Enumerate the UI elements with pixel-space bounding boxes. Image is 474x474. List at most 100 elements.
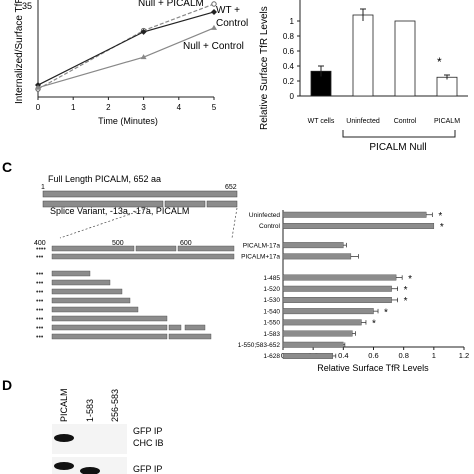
hbar: [282, 308, 374, 315]
lane-label-256-583: 256-583: [110, 389, 120, 422]
series-point: [211, 1, 217, 7]
bar-chart-category-label: Uninfected: [346, 118, 380, 125]
hbar-category-label: 1-628: [263, 353, 280, 360]
hbar-star: *: [384, 307, 388, 318]
panel-d: D PICALM 1-583 256-583 GFP IP CHC IB GFP…: [2, 377, 164, 474]
blot-2-band-2: [80, 467, 100, 474]
blot-2-label: GFP IP: [133, 464, 162, 474]
picalm-null-bracket: [342, 130, 456, 138]
hbar-star: *: [438, 211, 442, 222]
panel-c: C Full Length PICALM, 652 aa 1 652 Splic…: [2, 159, 469, 373]
bar-chart-y-ticks: 1 0.8 0.6 0.4 0.2 0: [283, 17, 300, 101]
zoom-tick-400: 400: [34, 240, 46, 247]
legend-null-control: Null + Control: [183, 41, 244, 52]
bar-chart-bars: [310, 8, 458, 97]
line-chart-x-tick-label: 4: [177, 103, 182, 112]
picalm-null-label: PICALM Null: [369, 142, 426, 153]
line-chart-xlabel: Time (Minutes): [98, 116, 158, 126]
hbar-star: *: [440, 222, 444, 233]
hbar-x-tick-label: 1.2: [459, 351, 469, 360]
line-chart-series: [35, 1, 217, 92]
series-point: [140, 54, 147, 60]
legend-control: Control: [216, 18, 248, 29]
hbar-category-label: 1-550;583-652: [238, 342, 281, 349]
series-point: [35, 84, 41, 90]
bar-chart-star: *: [437, 55, 442, 69]
panel-d-letter: D: [2, 377, 12, 393]
svg-text:•••: •••: [36, 307, 44, 314]
lane-label-1-583: 1-583: [85, 399, 95, 422]
legend-null-picalm: Null + PICALM: [138, 0, 204, 9]
blot-1-band: [54, 434, 74, 442]
svg-text:••••: ••••: [36, 246, 46, 253]
svg-text:•••: •••: [36, 316, 44, 323]
zoom-line-left: [59, 207, 149, 239]
series-point: [140, 28, 147, 35]
hbar: [282, 211, 427, 218]
splice-variant-label: Splice Variant, -13a, -17a, PICALM: [50, 206, 189, 216]
hbar-category-label: Control: [259, 223, 281, 230]
hbar-xlabel: Relative Surface TfR Levels: [317, 363, 429, 373]
series-line-2: [37, 27, 215, 89]
bar-chart-category-label: WT cells: [308, 118, 335, 125]
hbar-x-tick-label: 0.6: [368, 351, 378, 360]
hbar-star: *: [404, 296, 408, 307]
bar-chart-y-tick-label: 0.8: [283, 32, 295, 41]
bar-chart-y-tick-label: 0.4: [283, 62, 295, 71]
hbar-category-label: PICALM+17a: [241, 254, 280, 261]
blot-2-band-1: [54, 462, 74, 470]
bar-chart-y-tick-label: 0.6: [283, 47, 295, 56]
hbar-category-label: PICALM-17a: [243, 242, 281, 249]
hbar-star: *: [372, 319, 376, 330]
hbar: [282, 274, 397, 281]
blot-2: [52, 457, 127, 474]
legend-wt: WT +: [216, 5, 240, 16]
line-chart-x-tick-label: 1: [71, 103, 76, 112]
bar-chart-category-label: Control: [394, 118, 417, 125]
lane-label-picalm: PICALM: [59, 388, 69, 422]
bar-chart-categories: WT cells Uninfected Control PICALM: [308, 118, 461, 125]
bar-chart-category-label: PICALM: [434, 118, 460, 125]
hbar-category-label: 1-520: [263, 286, 280, 293]
hbar: [282, 222, 435, 229]
hbar-category-label: 1-540: [263, 308, 280, 315]
hbar-category-label: Uninfected: [249, 212, 280, 219]
hbar-star: *: [404, 285, 408, 296]
hbar: [282, 297, 392, 303]
zoom-line-right: [231, 207, 238, 239]
hbar-x-tick-label: 0.8: [398, 351, 408, 360]
hbar: [282, 341, 344, 348]
hbar: [282, 319, 362, 326]
full-length-label: Full Length PICALM, 652 aa: [48, 174, 161, 184]
line-chart-x-ticks: 0 1 2 3 4 5: [36, 97, 217, 112]
bar-chart-y-tick-label: 1: [290, 17, 295, 26]
splice-variant-bar: [42, 200, 238, 208]
line-chart-panel: Internalized/Surface TfR 35 0 1 2 3 4 5 Time …: [14, 0, 248, 126]
hbar-x-tick-label: 1: [432, 351, 436, 360]
blot-1-label-2: CHC IB: [133, 438, 164, 448]
bar: [436, 76, 458, 97]
line-chart-x-tick-label: 5: [212, 103, 217, 112]
svg-text:•••: •••: [36, 271, 44, 278]
series-point: [211, 8, 217, 15]
hbar-bars: Uninfected * Control * PICALM-17a PICALM+17a 1…: [238, 211, 444, 360]
hbar: [282, 253, 352, 260]
ruler-end: 652: [225, 184, 237, 191]
hbar: [282, 242, 344, 249]
line-chart-x-tick-label: 2: [106, 103, 111, 112]
bar: [394, 20, 416, 97]
svg-text:•••: •••: [36, 280, 44, 287]
panel-c-letter: C: [2, 159, 12, 175]
svg-text:•••: •••: [36, 325, 44, 332]
hbar: [282, 353, 333, 359]
line-chart-x-tick-label: 3: [141, 103, 146, 112]
ruler-start: 1: [41, 184, 45, 191]
svg-text:•••: •••: [36, 298, 44, 305]
hbar-star: *: [408, 274, 412, 285]
bar-chart-ylabel: Relative Surface TfR Levels: [259, 6, 270, 130]
hbar-category-label: 1-530: [263, 297, 280, 304]
bar-chart-y-tick-label: 0.2: [283, 77, 295, 86]
full-length-bar: [42, 190, 238, 198]
zoom-tick-600: 600: [180, 240, 192, 247]
